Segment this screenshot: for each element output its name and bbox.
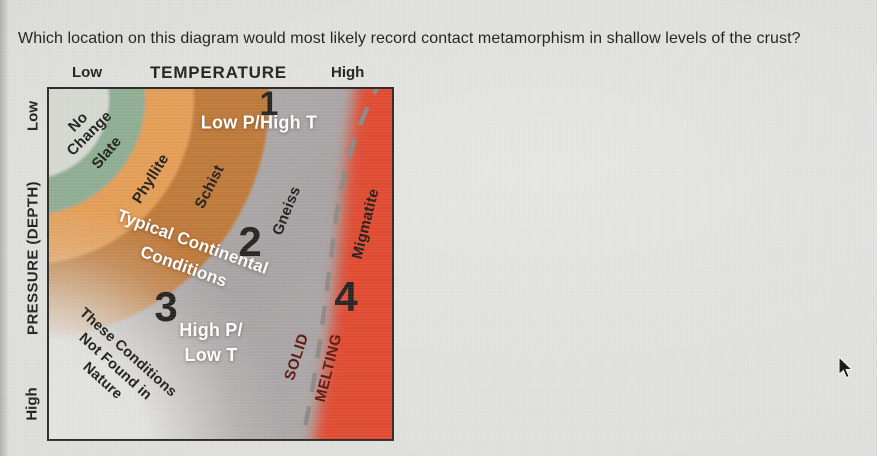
solid-melting-boundary-dashed-line — [300, 89, 379, 439]
y-axis-low-label: Low — [24, 101, 42, 131]
x-axis-title: TEMPERATURE — [150, 63, 287, 82]
location-1-marker: 1 — [259, 87, 279, 123]
location-3-marker: 3 — [154, 283, 178, 330]
question-text: Which location on this diagram would mos… — [18, 30, 801, 47]
not-found-corner-zone — [49, 202, 286, 439]
low-p-high-t-label: Low P/High T — [200, 112, 318, 133]
y-axis-title: PRESSURE (DEPTH) — [24, 181, 42, 335]
location-4-marker: 4 — [334, 273, 358, 320]
y-axis-high-label: High — [23, 387, 41, 421]
metamorphic-facies-diagram: No Change Slate Phyllite Schist Gneiss M… — [47, 87, 394, 441]
high-p-low-t-label: High P/ Low T — [179, 319, 243, 365]
location-2-marker: 2 — [238, 218, 262, 265]
x-axis-high-label: High — [331, 64, 365, 81]
no-change-band — [49, 89, 109, 177]
x-axis-low-label: Low — [72, 64, 102, 81]
mouse-cursor-icon — [838, 356, 854, 379]
migmatite-melting-zone — [313, 89, 392, 439]
diagram-graphics — [49, 89, 392, 439]
